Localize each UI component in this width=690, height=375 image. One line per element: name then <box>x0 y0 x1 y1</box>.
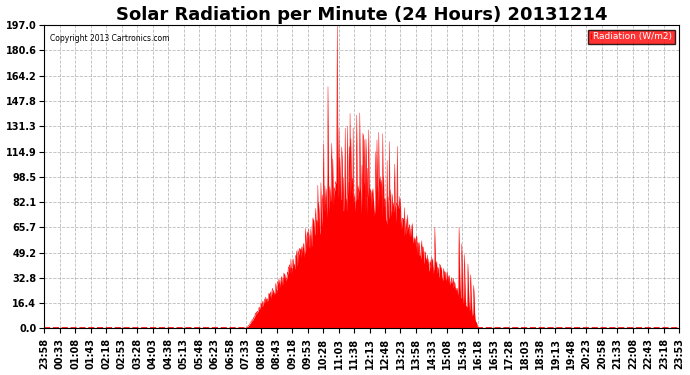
Text: Copyright 2013 Cartronics.com: Copyright 2013 Cartronics.com <box>50 34 170 43</box>
Legend: Radiation (W/m2): Radiation (W/m2) <box>588 30 675 44</box>
Title: Solar Radiation per Minute (24 Hours) 20131214: Solar Radiation per Minute (24 Hours) 20… <box>116 6 607 24</box>
